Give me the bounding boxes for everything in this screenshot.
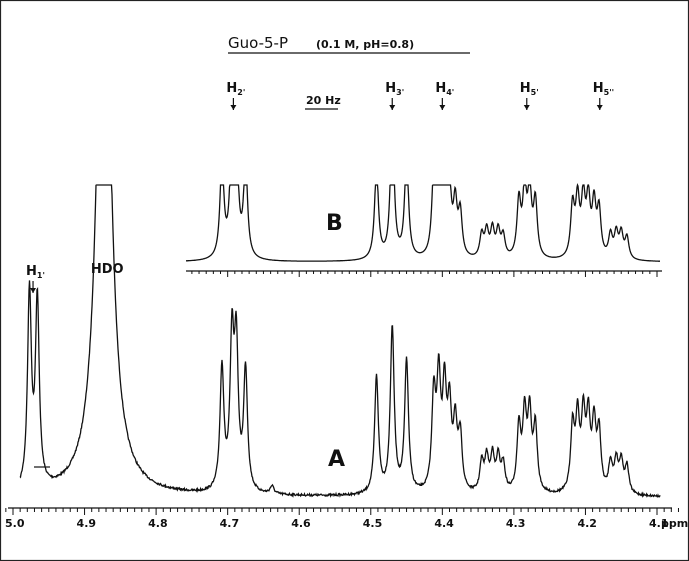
peak-label-arrowhead — [30, 288, 37, 293]
peak-label-text: H5' — [520, 81, 539, 97]
x-tick-label: 4.2 — [577, 517, 597, 530]
chart-subtitle-text: (0.1 M, pH=0.8) — [316, 38, 414, 51]
scale-bar: 20 Hz — [305, 94, 341, 110]
peak-label: H3' — [385, 81, 404, 110]
x-tick-label: 4.9 — [77, 517, 97, 530]
x-axis-unit-label: ppm — [661, 517, 688, 530]
x-tick-label: 4.1 — [649, 517, 669, 530]
scale-bar-label: 20 Hz — [306, 94, 341, 107]
peak-label-arrowhead — [523, 105, 530, 110]
chart-title-text: Guo-5-P — [228, 34, 288, 52]
peak-label: H2' — [226, 81, 245, 110]
peak-label-arrowhead — [230, 105, 237, 110]
peak-label-text: H3' — [385, 81, 404, 97]
peak-label-text: H4' — [435, 81, 454, 97]
peak-label-arrowhead — [389, 105, 396, 110]
peak-label: HDO — [91, 262, 124, 277]
peak-labels: H1' HDO H2' H3' H4' H5' H5'' — [26, 81, 614, 293]
x-tick-label: 5.0 — [5, 517, 25, 530]
x-tick-label: 4.4 — [434, 517, 454, 530]
trace-a-line — [19, 184, 661, 499]
peak-label: H4' — [435, 81, 454, 110]
x-tick-label: 4.6 — [291, 517, 311, 530]
spectra-layer: AB — [19, 183, 662, 499]
peak-label: H5'' — [593, 81, 614, 110]
peak-label: H5' — [520, 81, 539, 110]
chart-title: Guo-5-P (0.1 M, pH=0.8) — [228, 34, 470, 54]
x-tick-label: 4.8 — [148, 517, 168, 530]
peak-label-text: H1' — [26, 264, 45, 280]
peak-label-text: HDO — [91, 262, 124, 277]
trace-b-line — [186, 183, 660, 262]
peak-label-arrowhead — [596, 105, 603, 110]
x-tick-label: 4.3 — [506, 517, 526, 530]
x-tick-label: 4.7 — [220, 517, 240, 530]
peak-label-arrowhead — [439, 105, 446, 110]
peak-label-text: H5'' — [593, 81, 614, 97]
trace-a-label: A — [328, 447, 345, 472]
x-tick-label: 4.5 — [363, 517, 383, 530]
peak-label-text: H2' — [226, 81, 245, 97]
trace-b-label: B — [326, 211, 343, 236]
